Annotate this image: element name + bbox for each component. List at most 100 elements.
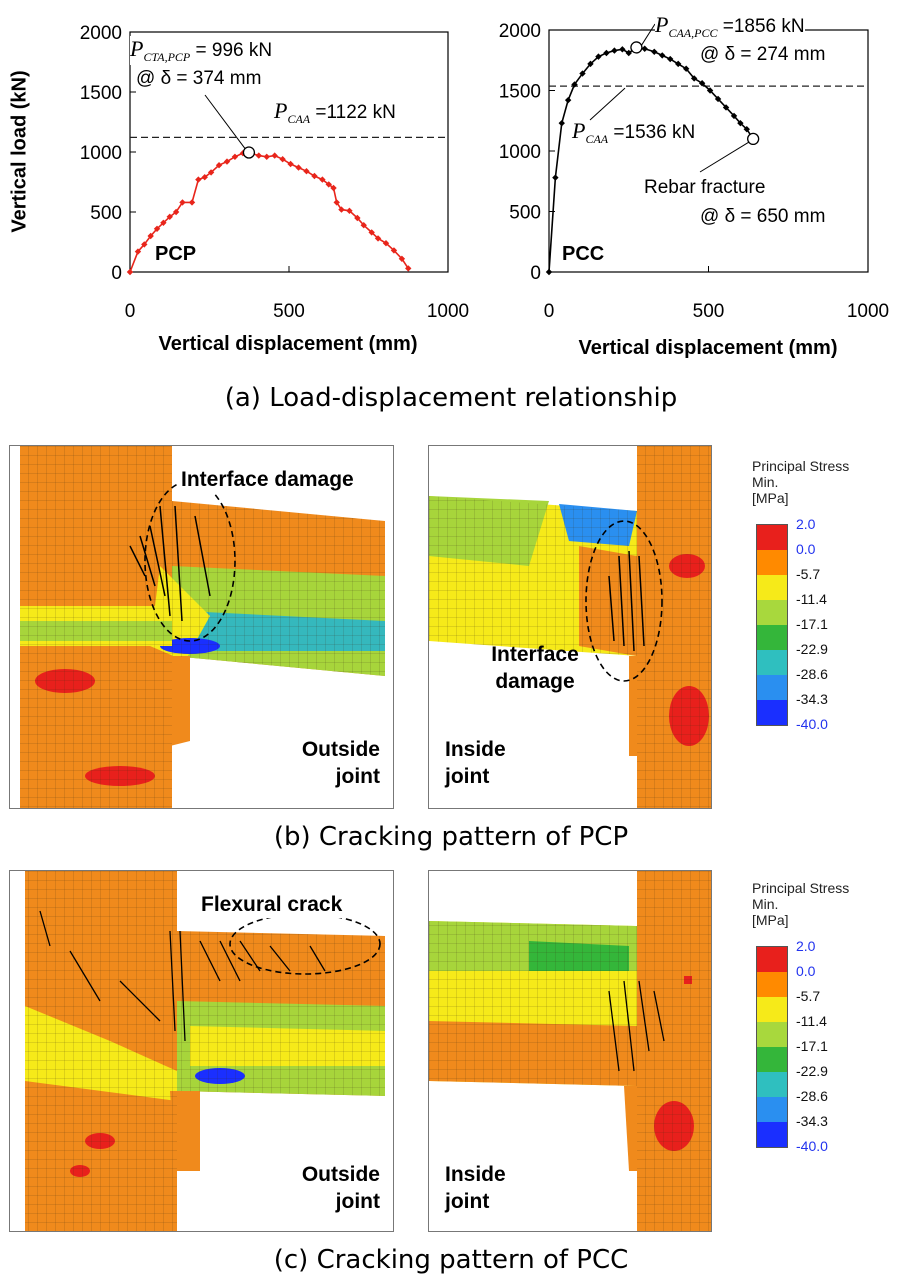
pcc-data-point bbox=[690, 75, 698, 82]
legend-color-swatch bbox=[757, 1022, 787, 1047]
pcc-data-point bbox=[743, 126, 750, 133]
pcp-data-point bbox=[354, 214, 361, 222]
pcp-data-point bbox=[141, 241, 148, 248]
pcc-plot-frame bbox=[548, 29, 869, 273]
legend-color-swatch bbox=[757, 997, 787, 1022]
pcc-ytick-label: 0 bbox=[530, 263, 541, 284]
pcc-peak-displacement: @ δ = 274 mm bbox=[700, 44, 826, 65]
pcp-ytick-label: 2000 bbox=[80, 23, 122, 44]
pcc-data-point bbox=[558, 119, 565, 127]
legend-color-swatch bbox=[757, 1072, 787, 1097]
pcc-outside-joint-contour: Flexural crack Outside joint bbox=[9, 870, 394, 1232]
legend-color-swatch bbox=[757, 700, 787, 725]
pcp-data-point bbox=[255, 152, 262, 159]
legend-color-swatch bbox=[757, 1097, 787, 1122]
pcp-data-point bbox=[360, 222, 367, 229]
pcp-inside-label: Inside joint bbox=[445, 738, 506, 789]
pcc-data-point bbox=[737, 119, 744, 127]
pcp-data-point bbox=[147, 232, 154, 240]
legend-color-swatch bbox=[757, 600, 787, 625]
pcp-peak-marker bbox=[242, 146, 256, 159]
pcc-outside-label: Outside joint bbox=[301, 1163, 380, 1214]
pcc-series-line bbox=[548, 46, 754, 273]
pcc-data-point bbox=[667, 55, 674, 63]
pcp-data-point bbox=[207, 169, 215, 176]
pcp-data-point bbox=[338, 206, 345, 213]
pcp-data-point bbox=[382, 240, 390, 247]
legend-value: 2.0 bbox=[796, 938, 816, 954]
pcc-inside-joint-contour: Inside joint bbox=[428, 870, 712, 1232]
pcp-data-point bbox=[271, 152, 278, 159]
pcc-xtick-label: 0 bbox=[544, 301, 555, 322]
legend-color-swatch bbox=[757, 525, 787, 550]
pcc-reference-leader bbox=[589, 87, 626, 121]
pcp-ytick-label: 500 bbox=[90, 203, 122, 224]
pcc-fracture-marker bbox=[747, 132, 760, 146]
pcp-xtick-label: 0 bbox=[125, 301, 136, 322]
stress-legend-c-values: 2.0 0.0 -5.7 -11.4 -17.1 -22.9 -28.6 -34.3 -40.0 bbox=[752, 938, 892, 1158]
pcp-data-point bbox=[346, 207, 353, 214]
legend-value: -11.4 bbox=[796, 591, 827, 607]
pcc-load-displacement-chart: 0 500 1000 1500 2000 0 500 1000 bbox=[499, 21, 889, 322]
legend-color-swatch bbox=[757, 1122, 787, 1147]
pcp-data-point bbox=[368, 229, 375, 236]
stress-legend-c: Principal Stress Min. [MPa] 2.0 0.0 -5.7 -1… bbox=[752, 880, 892, 1160]
pcp-data-point bbox=[166, 213, 173, 220]
pcc-data-point bbox=[641, 45, 648, 52]
pcp-peak-annotation: PCTA,PCP = 996 kN bbox=[130, 36, 273, 65]
pcp-ytick-label: 1500 bbox=[80, 83, 122, 104]
pcc-data-point bbox=[564, 96, 572, 104]
pcc-panel-label: PCC bbox=[562, 243, 605, 265]
pcc-data-point bbox=[722, 104, 730, 111]
legend-value: -22.9 bbox=[796, 1063, 828, 1079]
pcp-data-point bbox=[172, 208, 180, 216]
legend-color-swatch bbox=[757, 675, 787, 700]
legend-value: -5.7 bbox=[796, 988, 821, 1004]
pcp-peak-displacement: @ δ = 374 mm bbox=[136, 68, 262, 89]
pcp-data-point bbox=[405, 265, 412, 272]
pcp-data-point bbox=[263, 153, 270, 160]
legend-value: -40.0 bbox=[796, 1138, 828, 1154]
pcc-data-point bbox=[706, 87, 714, 94]
legend-value: 2.0 bbox=[796, 516, 816, 532]
pcp-data-point bbox=[303, 168, 310, 175]
pcp-data-point bbox=[374, 235, 382, 242]
legend-color-swatch bbox=[757, 1047, 787, 1072]
pcp-outside-joint-contour: Interface damage Outside joint bbox=[9, 445, 394, 809]
pcp-xtick-label: 1000 bbox=[427, 301, 469, 322]
caption-b: (b) Cracking pattern of PCP bbox=[273, 822, 629, 852]
legend-color-swatch bbox=[757, 575, 787, 600]
legend-value: -34.3 bbox=[796, 1113, 828, 1129]
pcp-inside-interface-callout: Interface damage bbox=[491, 643, 579, 694]
pcp-data-point bbox=[279, 156, 286, 163]
pcp-outside-label: Outside joint bbox=[301, 738, 380, 789]
pcc-ytick-label: 1000 bbox=[499, 142, 541, 163]
pcp-load-displacement-chart: 0 500 1000 1500 2000 0 500 1000 bbox=[80, 23, 469, 322]
pcc-data-point bbox=[674, 60, 682, 68]
pcc-data-point bbox=[682, 65, 690, 72]
pcp-reference-annotation: PCAA =1122 kN bbox=[274, 98, 396, 126]
pcp-panel-label: PCP bbox=[155, 243, 197, 265]
pcp-data-point bbox=[126, 268, 134, 276]
pcc-data-point bbox=[659, 52, 666, 59]
pcc-data-point bbox=[587, 60, 594, 68]
pcc-data-point bbox=[603, 49, 610, 57]
legend-value: 0.0 bbox=[796, 541, 816, 557]
pcc-fracture-annotation: Rebar fracture bbox=[644, 177, 766, 198]
pcc-data-point bbox=[571, 81, 578, 88]
legend-value: -34.3 bbox=[796, 691, 828, 707]
stress-legend-b-values: 2.0 0.0 -5.7 -11.4 -17.1 -22.9 -28.6 -34.3 -40.0 bbox=[752, 516, 892, 736]
pcp-data-point bbox=[215, 162, 223, 169]
pcc-xtick-label: 500 bbox=[693, 301, 725, 322]
pcc-data-point bbox=[714, 95, 722, 103]
pcc-peak-marker bbox=[630, 41, 643, 54]
pcp-data-point bbox=[188, 199, 196, 206]
pcc-fracture-leader bbox=[699, 141, 750, 173]
pcc-data-point bbox=[625, 49, 632, 57]
pcp-y-axis-label: Vertical load (kN) bbox=[8, 70, 31, 233]
pcp-data-point bbox=[223, 158, 231, 165]
pcp-data-point bbox=[333, 199, 340, 206]
pcc-peak-annotation: PCAA,PCC =1856 kN bbox=[655, 12, 805, 41]
pcc-ytick-label: 2000 bbox=[499, 21, 541, 42]
pcp-data-point bbox=[160, 219, 167, 226]
